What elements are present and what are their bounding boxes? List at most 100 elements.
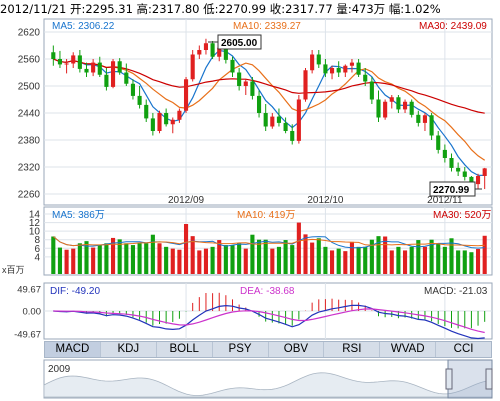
price-xtick: 2012/10: [307, 195, 344, 206]
candle-body: [363, 74, 368, 82]
volume-bar: [170, 248, 175, 274]
volume-bar: [64, 249, 69, 274]
macd-ytick: 0.00: [23, 307, 42, 318]
tab-wvad[interactable]: WVAD: [380, 342, 437, 357]
low-marker-label: 2270.99: [433, 185, 470, 196]
candle-body: [150, 118, 155, 131]
candle-body: [369, 81, 374, 100]
candle-body: [210, 43, 215, 57]
volume-bar: [197, 250, 202, 274]
price-ytick: 2560: [18, 55, 41, 66]
volume-bar: [250, 234, 255, 274]
candle-body: [183, 79, 189, 111]
navigator-right-handle[interactable]: [485, 368, 493, 390]
price-ma30-label: MA30: 2439.09: [419, 21, 487, 32]
tab-psy[interactable]: PSY: [213, 342, 269, 357]
candle-body: [456, 167, 461, 172]
candle-body: [157, 113, 162, 131]
candle-body: [223, 47, 228, 60]
tab-cci[interactable]: CCI: [453, 343, 474, 355]
candle-body: [336, 68, 341, 73]
volume-bar: [217, 240, 222, 274]
volume-bar: [144, 243, 149, 274]
volume-bar: [104, 243, 109, 274]
volume-bar: [71, 248, 76, 274]
volume-bar: [57, 247, 63, 274]
tab-obv[interactable]: OBV: [269, 342, 325, 357]
candle-body: [429, 115, 434, 136]
price-ytick: 2260: [18, 190, 41, 201]
dif-line: [53, 304, 485, 340]
candle-body: [64, 63, 69, 65]
candle-body: [130, 83, 136, 96]
tab-macd[interactable]: MACD: [45, 342, 101, 357]
volume-bar: [230, 245, 235, 274]
volume-bar: [329, 250, 335, 274]
candle-body: [250, 81, 255, 96]
vol-ma5-label: MA5: 386万: [52, 210, 105, 221]
navigator-window[interactable]: [447, 359, 493, 399]
volume-bar: [137, 243, 142, 274]
volume-bar: [482, 235, 487, 274]
candle-body: [124, 72, 129, 84]
volume-bar: [429, 239, 434, 274]
vol-ma10-line: [52, 236, 485, 247]
candle-body: [416, 114, 421, 123]
volume-bar: [436, 243, 441, 274]
volume-bar: [51, 236, 56, 274]
volume-bar: [203, 248, 209, 274]
candle-body: [389, 97, 394, 102]
quote-volume: 量:473万: [336, 2, 386, 16]
candle-body: [329, 68, 335, 74]
volume-bar: [296, 222, 301, 274]
price-ytick: 2380: [18, 136, 41, 147]
candle-body: [376, 99, 381, 118]
candle-body: [462, 171, 467, 177]
volume-ytick: 6: [34, 244, 40, 255]
navigator-left-handle[interactable]: [445, 368, 453, 390]
volume-bar: [356, 246, 361, 274]
candle-body: [243, 81, 248, 86]
volume-bar: [157, 243, 162, 274]
candle-body: [144, 104, 149, 119]
volume-bar: [256, 239, 262, 274]
price-ytick: 2620: [18, 28, 41, 39]
volume-bar: [77, 243, 82, 274]
volume-ytick: 4: [34, 252, 40, 263]
tab-rsi[interactable]: RSI: [324, 342, 381, 357]
volume-bar: [97, 245, 102, 274]
volume-bar: [183, 224, 189, 274]
volume-bar: [283, 240, 288, 274]
ma10-line: [53, 58, 486, 161]
volume-ytick: 8: [34, 235, 40, 246]
volume-ytick: 14: [29, 210, 41, 221]
candle-body: [436, 135, 441, 150]
volume-bar: [164, 246, 169, 274]
volume-bar: [363, 246, 368, 274]
dea-line: [53, 308, 485, 334]
candle-body: [310, 54, 315, 71]
candle-body: [117, 61, 122, 73]
candle-body: [316, 54, 321, 65]
volume-bar: [276, 246, 282, 274]
candle-body: [230, 59, 235, 73]
candle-body: [57, 59, 63, 65]
volume-bar: [475, 249, 481, 274]
candle-body: [422, 115, 428, 123]
tab-kdj[interactable]: KDJ: [101, 342, 157, 357]
volume-bar: [449, 238, 454, 274]
price-ytick: 2500: [18, 82, 41, 93]
volume-bar: [389, 250, 394, 274]
candle-body: [237, 72, 242, 86]
volume-bar: [343, 251, 348, 274]
vol-unit-label: x百万: [2, 265, 25, 275]
volume-ytick: 12: [29, 218, 41, 229]
tab-boll[interactable]: BOLL: [157, 342, 213, 357]
candle-body: [290, 131, 295, 141]
quote-open: 开:2295.31: [69, 2, 133, 16]
candle-body: [51, 52, 56, 59]
candle-body: [349, 62, 355, 66]
price-xtick: 2012/09: [168, 195, 205, 206]
candle-body: [203, 43, 209, 50]
